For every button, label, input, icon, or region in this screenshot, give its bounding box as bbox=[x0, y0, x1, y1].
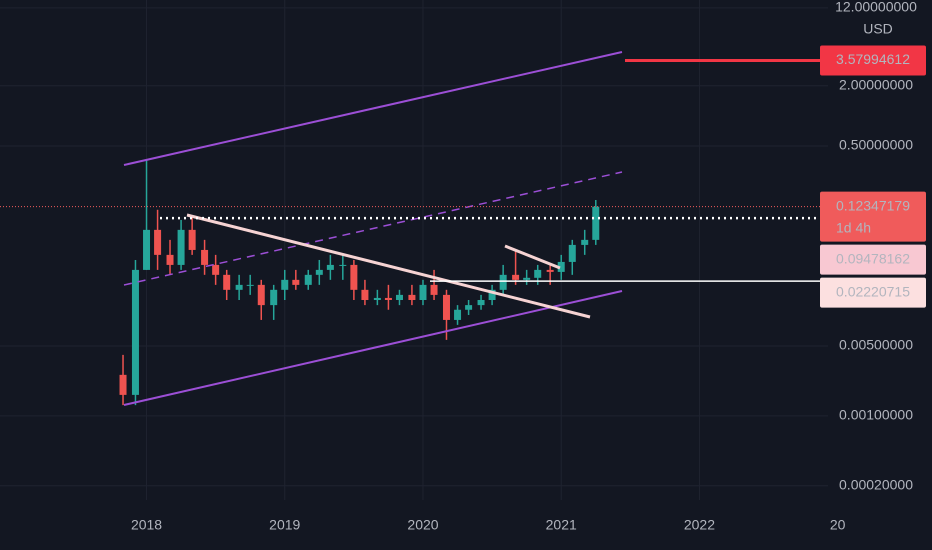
candle-body bbox=[131, 269, 139, 395]
candle-body bbox=[315, 269, 323, 275]
y-tick-label: 0.50000000 bbox=[839, 137, 913, 153]
x-tick-label: 2022 bbox=[684, 517, 715, 533]
y-tick-label: 12.00000000 bbox=[835, 0, 917, 15]
candle-body bbox=[568, 244, 576, 262]
candle-body bbox=[361, 289, 369, 300]
candle-body bbox=[488, 289, 496, 300]
channel-lower bbox=[123, 290, 623, 406]
candle-body bbox=[557, 261, 565, 272]
price-tag-label: 0.12347179 bbox=[836, 197, 910, 213]
candle-body bbox=[454, 309, 462, 320]
candle-body bbox=[304, 274, 312, 285]
candle-body bbox=[201, 249, 209, 265]
x-tick-label: 2021 bbox=[546, 517, 577, 533]
channel-upper bbox=[123, 51, 623, 166]
candle-body bbox=[523, 277, 531, 280]
candle-body bbox=[212, 264, 220, 275]
candle-body bbox=[419, 284, 427, 300]
candle-body bbox=[350, 264, 358, 290]
levels bbox=[0, 58, 828, 282]
candle-body bbox=[270, 289, 278, 306]
drawings bbox=[123, 51, 623, 406]
candle-body bbox=[257, 284, 265, 306]
trendline-small bbox=[504, 244, 561, 270]
trendline bbox=[186, 213, 591, 319]
price-tag-label: 0.02220715 bbox=[836, 283, 910, 299]
candle-body bbox=[339, 264, 347, 266]
candle-body bbox=[395, 294, 403, 300]
candle-body bbox=[373, 297, 381, 300]
candle-body bbox=[430, 284, 438, 295]
x-tick-label: 2020 bbox=[407, 517, 438, 533]
candle-body bbox=[166, 254, 174, 265]
x-tick-label: 2019 bbox=[269, 517, 300, 533]
candle-body bbox=[546, 269, 554, 272]
candle-body bbox=[499, 274, 507, 290]
currency: USD bbox=[863, 21, 893, 37]
channel-mid bbox=[123, 171, 623, 286]
price-axis bbox=[828, 0, 932, 550]
y-tick-label: 0.00020000 bbox=[839, 476, 913, 492]
candle-body bbox=[235, 284, 243, 290]
y-tick-label: 2.00000000 bbox=[839, 76, 913, 92]
axis-labels: 12.00000000 2.00000000 0.50000000 0.0050000… bbox=[835, 0, 917, 492]
candle-body bbox=[581, 239, 589, 245]
candle-body bbox=[384, 297, 392, 300]
candle-body bbox=[292, 279, 300, 285]
candle-body bbox=[177, 229, 185, 265]
price-tag-label: 0.09478162 bbox=[836, 250, 910, 266]
price-tag-label: 3.57994612 bbox=[836, 51, 910, 67]
y-tick-label: 0.00500000 bbox=[839, 337, 913, 353]
candle-body bbox=[534, 269, 542, 278]
candle-body bbox=[326, 264, 334, 270]
candle-body bbox=[119, 374, 127, 395]
candle-body bbox=[154, 229, 162, 255]
candle-body bbox=[223, 274, 231, 290]
candle-body bbox=[408, 294, 416, 300]
candle-body bbox=[465, 305, 473, 310]
candles bbox=[119, 159, 600, 406]
price-tag bbox=[820, 45, 926, 76]
candle-body bbox=[188, 229, 196, 250]
price-tag bbox=[820, 244, 926, 275]
candle-body bbox=[477, 300, 485, 306]
x-tick-label: 20 bbox=[830, 517, 846, 533]
y-tick-label: 0.00100000 bbox=[839, 407, 913, 423]
candle-body bbox=[592, 206, 600, 240]
candle-body bbox=[143, 229, 151, 270]
candle-body bbox=[246, 284, 254, 286]
price-tag bbox=[820, 191, 926, 242]
candle-body bbox=[512, 274, 520, 280]
candle-body bbox=[442, 294, 450, 320]
candle-body bbox=[281, 279, 289, 290]
x-tick-label: 2018 bbox=[131, 517, 162, 533]
price-tag-countdown: 1d 4h bbox=[836, 219, 871, 235]
price-tag bbox=[820, 277, 926, 308]
